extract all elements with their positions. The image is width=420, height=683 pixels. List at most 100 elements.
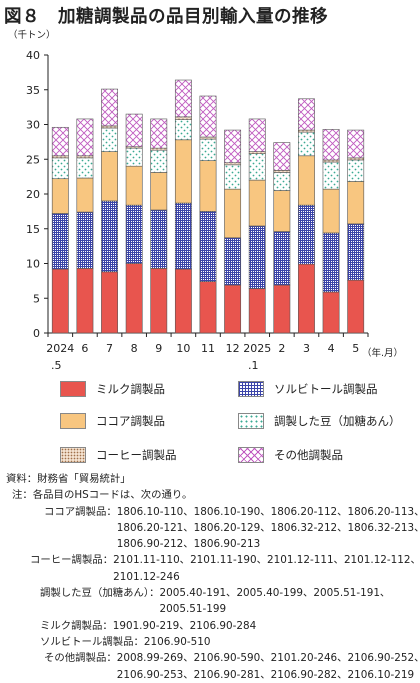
y-tick-label: 20 [26,188,40,201]
bar-segment-cocoa [224,188,242,239]
hs-code-line: 2005.51-199 [159,603,227,616]
hs-code-item: 調製した豆（加糖あん）： 2005.40-191、2005.40-199、2005… [6,585,416,618]
bar-segment-cocoa [322,188,340,234]
hs-code-values: 2005.40-191、2005.40-199、2005.51-191、 2005… [160,585,391,618]
hs-code-item-label: ミルク調製品： [40,619,113,632]
bar-segment-sorbitol [273,231,291,286]
x-tick-sublabel: .5 [51,359,62,372]
legend-item-other: その他調製品 [238,447,343,463]
bar-segment-beans [101,127,118,152]
hs-code-values: 2101.11-110、2101.11-190、2101.12-111、2101… [113,552,420,585]
bar-segment-other [125,113,143,148]
x-tick-sublabel: .1 [248,359,259,372]
y-tick-label: 0 [33,327,40,340]
x-tick-label: 6 [81,342,88,355]
bar-segment-beans [174,119,192,141]
x-tick-label: 7 [106,342,113,355]
bar-segment-other [199,95,217,138]
x-tick-label: 5 [352,342,359,355]
y-tick-label: 15 [26,223,40,236]
legend-label: 調製した豆（加糖あん） [274,414,401,428]
legend-label: ココア調製品 [96,414,165,428]
bar-segment-sorbitol [51,213,69,270]
hs-code-line: 2005.40-191、2005.40-199、2005.51-191、 [159,587,391,600]
x-tick-label: 3 [303,342,310,355]
x-tick-label: 4 [328,342,335,355]
bar-segment-beans [273,172,291,191]
bar-segment-milk [224,284,242,334]
x-tick-label: 2 [278,342,285,355]
hs-code-values: 2106.90-510 [144,634,211,650]
hs-code-values: 1901.90-219、2106.90-284 [113,618,257,634]
hs-code-values: 2008.99-269、2106.90-590、2101.20-246、2106… [117,650,420,683]
bar-segment-milk [51,268,69,334]
bar-segment-milk [248,288,266,334]
chart-bars [51,79,365,334]
bar-segment-milk [101,271,118,334]
legend-label: コーヒー調製品 [96,448,177,462]
bar-segment-beans [322,161,340,190]
hs-code-line: 2008.99-269、2106.90-590、2101.20-246、2106… [116,652,420,665]
bar-segment-cocoa [76,177,94,213]
bar-segment-coffee [76,155,94,159]
bar-segment-other [150,118,168,149]
bar-segment-other [347,129,365,159]
legend-swatch-cocoa [60,413,86,429]
y-tick-label: 35 [26,84,40,97]
y-tick-label: 25 [26,153,40,166]
bar-segment-cocoa [125,165,143,206]
bar-segment-coffee [347,157,365,161]
bar-segment-beans [347,159,365,182]
hs-code-item-label: ソルビトール調製品： [40,635,144,648]
bar-segment-milk [174,268,192,334]
y-tick-label: 40 [26,49,40,62]
notes-section: 資料：財務省「貿易統計」 注：各品目のHSコードは、次の通り。 ココア調製品： 1… [6,471,420,683]
hs-code-item-label: その他調製品： [44,652,117,665]
bar-segment-coffee [248,151,266,154]
bar-segment-coffee [51,155,69,159]
bar-segment-other [248,118,266,152]
legend-item-coffee: コーヒー調製品 [60,447,177,463]
hs-code-item-label: ココア調製品： [44,505,117,518]
bar-segment-other [101,88,118,127]
bar-segment-sorbitol [174,202,192,270]
bar-segment-coffee [199,136,217,140]
hs-code-line: 2101.11-110、2101.11-190、2101.12-111、2101… [113,554,420,567]
bar-segment-cocoa [347,181,365,225]
hs-code-line: 2106.90-253、2106.90-281、2106.90-282、2106… [116,668,415,681]
hs-code-item: ココア調製品： 1806.10-110、1806.10-190、1806.20-1… [6,504,420,553]
legend-swatch-milk [60,381,86,397]
bar-segment-coffee [224,162,242,166]
bar-segment-other [322,129,340,161]
notes-header: 注：各品目のHSコードは、次の通り。 [12,489,193,502]
bar-segment-beans [199,138,217,161]
bar-segment-beans [150,149,168,173]
legend-swatch-coffee [60,447,86,463]
bar-segment-milk [125,263,143,334]
bar-segment-other [76,118,94,157]
legend-swatch-beans [238,413,264,429]
bar-segment-milk [298,263,315,334]
bar-segment-coffee [298,129,315,133]
bar-segment-coffee [174,116,192,120]
bar-segment-sorbitol [125,204,143,264]
hs-code-item-label: コーヒー調製品： [30,554,114,567]
bar-segment-beans [224,164,242,190]
bar-segment-sorbitol [101,200,118,273]
bar-segment-beans [248,153,266,181]
bar-segment-cocoa [101,151,118,202]
bar-segment-coffee [150,147,168,151]
bar-segment-sorbitol [347,223,365,281]
bar-segment-milk [199,281,217,334]
legend-item-beans: 調製した豆（加糖あん） [238,413,401,429]
legend-label: ミルク調製品 [96,382,165,396]
hs-code-line: 1806.90-212、1806.90-213 [116,538,261,551]
hs-code-item: コーヒー調製品： 2101.11-110、2101.11-190、2101.12-… [6,552,420,585]
bar-segment-milk [76,268,94,334]
bar-segment-sorbitol [76,211,94,269]
hs-code-item: その他調製品： 2008.99-269、2106.90-590、2101.20-2… [6,650,420,683]
y-tick-label: 10 [26,258,40,271]
x-tick-label: 2024 [46,342,74,355]
